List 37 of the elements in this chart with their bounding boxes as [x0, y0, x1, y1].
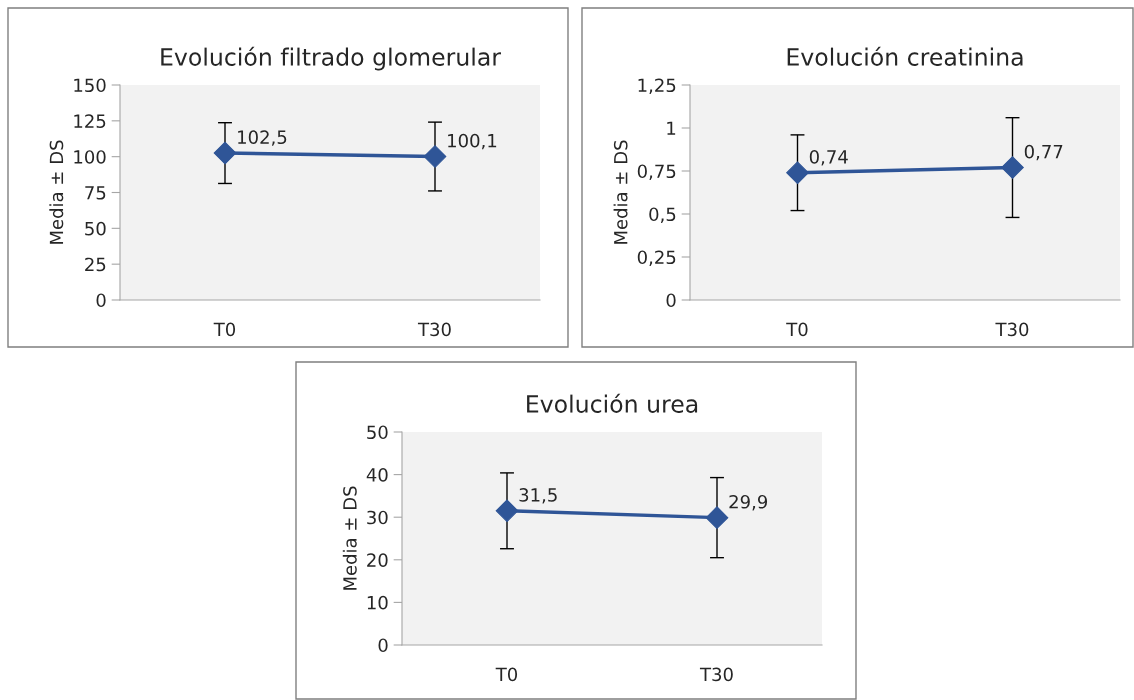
- y-tick-label: 1,25: [638, 78, 676, 94]
- y-tick-label: 10: [367, 595, 388, 610]
- y-tick-label: 125: [74, 114, 106, 128]
- y-tick-label: 75: [85, 186, 106, 200]
- y-tick-label: 0: [378, 638, 388, 653]
- data-label: 29,9: [729, 494, 768, 511]
- chart-title: Evolución urea: [527, 393, 698, 413]
- y-tick-label: 150: [74, 78, 106, 93]
- data-label: 31,5: [519, 488, 557, 504]
- y-tick-label: 50: [367, 425, 388, 440]
- y-tick-label: 40: [366, 468, 388, 482]
- data-label: 0,74: [809, 150, 848, 166]
- x-tick-label: T0: [495, 667, 518, 682]
- y-axis-title: Media ± DS: [49, 140, 64, 244]
- data-label: 102,5: [238, 130, 287, 146]
- y-tick-label: 0: [666, 293, 676, 308]
- y-tick-label: 0,5: [649, 207, 676, 223]
- y-tick-label: 0,25: [637, 250, 676, 266]
- x-tick-label: T30: [699, 667, 733, 682]
- y-tick-label: 20: [367, 553, 388, 567]
- y-axis-title: Media ± DS: [613, 140, 628, 244]
- y-axis-title: Media ± DS: [342, 486, 357, 590]
- x-tick-label: T0: [213, 322, 236, 337]
- x-tick-label: T0: [786, 322, 808, 337]
- y-tick-label: 50: [85, 221, 106, 236]
- data-label: 0,77: [1024, 144, 1063, 161]
- chart-title: Evolución filtrado glomerular: [161, 46, 502, 71]
- y-tick-label: 100: [74, 150, 106, 164]
- data-label: 100,1: [448, 133, 497, 150]
- y-tick-label: 1: [667, 121, 676, 135]
- y-tick-label: 0,75: [637, 164, 676, 180]
- x-tick-label: T30: [417, 322, 451, 337]
- y-tick-label: 0: [96, 293, 106, 308]
- chart-title: Evolución creatinina: [787, 46, 1023, 66]
- x-tick-label: T30: [995, 322, 1029, 337]
- y-tick-label: 25: [85, 257, 106, 272]
- y-tick-label: 30: [367, 510, 388, 525]
